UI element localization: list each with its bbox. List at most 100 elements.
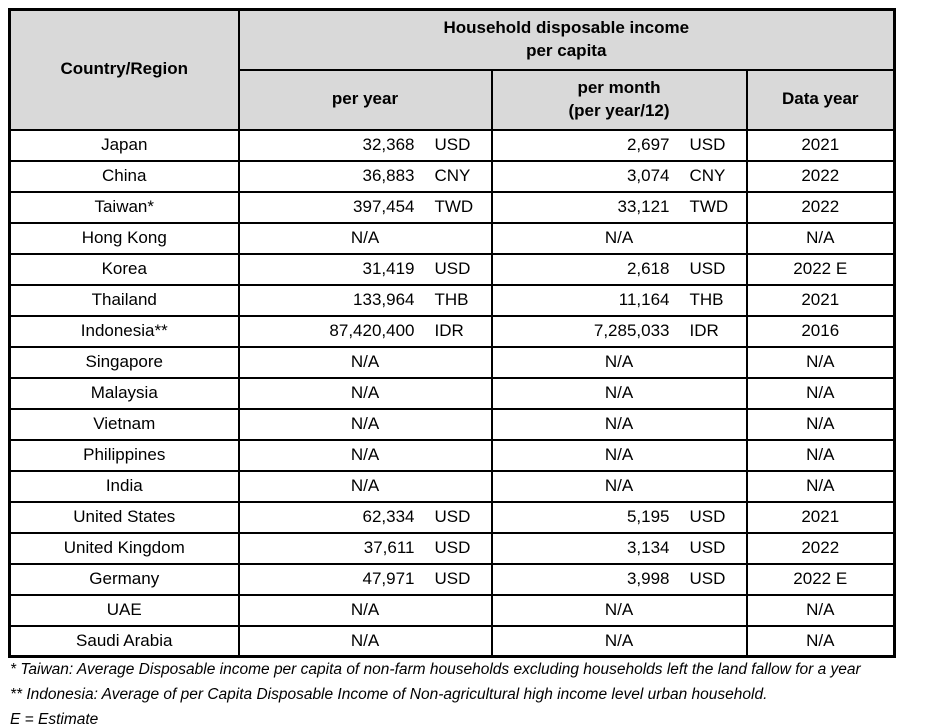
country-cell: Japan: [8, 128, 240, 162]
country-cell: Vietnam: [8, 407, 240, 441]
country-cell: Singapore: [8, 345, 240, 379]
per-year-cell: N/A: [237, 345, 493, 379]
per-month-cell: 2,618 USD: [490, 252, 748, 286]
country-cell: Malaysia: [8, 376, 240, 410]
per-month-cell: 3,998 USD: [490, 562, 748, 596]
table-row: UAE N/A N/A N/A: [8, 593, 896, 627]
country-cell: United States: [8, 500, 240, 534]
table-row: Thailand 133,964 THB 11,164 THB 2021: [8, 283, 896, 317]
data-year-cell: N/A: [745, 221, 896, 255]
data-year-cell: 2022 E: [745, 252, 896, 286]
country-cell: India: [8, 469, 240, 503]
per-year-cell-amount: 31,419: [362, 259, 415, 278]
footnotes: * Taiwan: Average Disposable income per …: [10, 657, 930, 727]
country-cell: Thailand: [8, 283, 240, 317]
per-month-cell: 3,134 USD: [490, 531, 748, 565]
per-month-cell: N/A: [490, 593, 748, 627]
country-cell: Saudi Arabia: [8, 624, 240, 658]
per-year-cell-currency: USD: [434, 538, 471, 557]
table-row: Hong Kong N/A N/A N/A: [8, 221, 896, 255]
per-month-cell: N/A: [490, 345, 748, 379]
per-year-cell-currency: THB: [434, 290, 469, 309]
per-month-cell-amount: 3,134: [626, 538, 670, 557]
country-cell: Philippines: [8, 438, 240, 472]
data-year-cell: 2016: [745, 314, 896, 348]
per-year-cell: 87,420,400 IDR: [237, 314, 493, 348]
table-row: India N/A N/A N/A: [8, 469, 896, 503]
table-row: Saudi Arabia N/A N/A N/A: [8, 624, 896, 658]
per-year-cell-currency: CNY: [434, 166, 471, 185]
per-month-cell-amount: 7,285,033: [593, 321, 670, 340]
per-month-cell: N/A: [490, 469, 748, 503]
table-body: Japan 32,368 USD 2,697 USD 2021 China 36,883 CNY…: [8, 128, 896, 658]
data-year-cell: 2022 E: [745, 562, 896, 596]
country-region-header: Country/Region: [8, 8, 240, 131]
per-year-cell: 133,964 THB: [237, 283, 493, 317]
per-year-cell-currency: IDR: [434, 321, 464, 340]
per-year-cell-currency: USD: [434, 259, 471, 278]
per-year-cell: 47,971 USD: [237, 562, 493, 596]
per-month-cell: 3,074 CNY: [490, 159, 748, 193]
per-year-cell: N/A: [237, 407, 493, 441]
per-month-cell: 5,195 USD: [490, 500, 748, 534]
per-year-cell: 36,883 CNY: [237, 159, 493, 193]
data-year-cell: N/A: [745, 438, 896, 472]
per-month-cell: N/A: [490, 438, 748, 472]
per-year-header: per year: [237, 68, 493, 131]
per-month-cell: N/A: [490, 376, 748, 410]
table-row: Taiwan* 397,454 TWD 33,121 TWD 2022: [8, 190, 896, 224]
per-year-cell-amount: 37,611: [363, 538, 415, 557]
per-month-cell-currency: TWD: [689, 197, 729, 216]
per-year-cell-amount: 87,420,400: [329, 321, 415, 340]
per-year-cell: 31,419 USD: [237, 252, 493, 286]
data-year-cell: 2021: [745, 500, 896, 534]
per-year-cell: 37,611 USD: [237, 531, 493, 565]
per-month-cell-amount: 11,164: [618, 290, 670, 309]
footnote-line: ** Indonesia: Average of per Capita Disp…: [10, 686, 768, 703]
country-cell: United Kingdom: [8, 531, 240, 565]
footnote-line: E = Estimate: [10, 711, 99, 727]
per-month-cell: 33,121 TWD: [490, 190, 748, 224]
per-year-cell-currency: USD: [434, 135, 471, 154]
country-cell: Korea: [8, 252, 240, 286]
table-header: Country/Region Household disposable inco…: [8, 8, 896, 131]
country-cell: Taiwan*: [8, 190, 240, 224]
per-month-cell-amount: 33,121: [617, 197, 670, 216]
data-year-cell: N/A: [745, 469, 896, 503]
per-year-cell-amount: 397,454: [353, 197, 415, 216]
per-month-cell-currency: USD: [689, 538, 726, 557]
income-table: Country/Region Household disposable inco…: [8, 8, 896, 658]
per-year-cell-currency: USD: [434, 569, 471, 588]
per-year-cell-amount: 32,368: [362, 135, 415, 154]
per-month-cell: N/A: [490, 624, 748, 658]
country-cell: Hong Kong: [8, 221, 240, 255]
per-year-cell: 62,334 USD: [237, 500, 493, 534]
per-year-cell: N/A: [237, 438, 493, 472]
per-year-cell-currency: USD: [434, 507, 471, 526]
per-month-cell-currency: USD: [689, 569, 726, 588]
per-month-cell-currency: IDR: [689, 321, 719, 340]
per-month-cell-currency: USD: [689, 135, 726, 154]
country-cell: Indonesia**: [8, 314, 240, 348]
per-month-cell: N/A: [490, 407, 748, 441]
per-month-header-line2: (per year/12): [568, 100, 670, 120]
per-month-cell: 11,164 THB: [490, 283, 748, 317]
per-year-cell: 397,454 TWD: [237, 190, 493, 224]
per-month-header-line1: per month: [577, 77, 661, 97]
country-cell: Germany: [8, 562, 240, 596]
data-year-cell: 2022: [745, 159, 896, 193]
per-month-cell-currency: USD: [689, 507, 726, 526]
per-month-header: per month (per year/12): [490, 68, 748, 131]
data-year-cell: N/A: [745, 624, 896, 658]
data-year-cell: 2021: [745, 128, 896, 162]
per-month-cell-amount: 2,697: [626, 135, 670, 154]
per-year-cell-amount: 133,964: [353, 290, 415, 309]
data-year-cell: 2021: [745, 283, 896, 317]
data-year-cell: 2022: [745, 190, 896, 224]
table-row: Japan 32,368 USD 2,697 USD 2021: [8, 128, 896, 162]
country-cell: UAE: [8, 593, 240, 627]
per-year-cell: N/A: [237, 624, 493, 658]
data-year-cell: 2022: [745, 531, 896, 565]
per-month-cell: 2,697 USD: [490, 128, 748, 162]
